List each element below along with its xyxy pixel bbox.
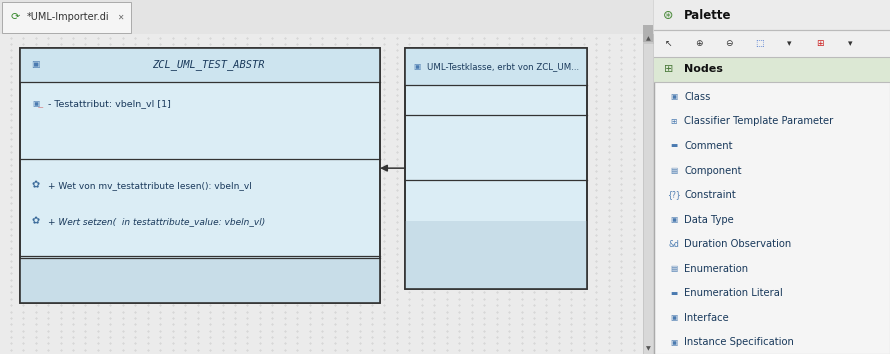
Text: ✿: ✿ [31,217,40,227]
Text: UML-Testklasse, erbt von ZCL_UM...: UML-Testklasse, erbt von ZCL_UM... [427,62,579,71]
Text: Data Type: Data Type [684,215,734,225]
Text: ▣: ▣ [670,92,677,101]
Text: ⊞: ⊞ [816,39,823,48]
Text: ZCL_UML_TEST_ABSTR: ZCL_UML_TEST_ABSTR [152,59,265,70]
Text: ▬: ▬ [670,142,677,150]
Text: ⟳: ⟳ [11,12,20,22]
FancyBboxPatch shape [654,30,890,57]
FancyBboxPatch shape [643,34,654,44]
FancyBboxPatch shape [654,57,890,82]
Text: ▾: ▾ [787,39,792,48]
Text: ▼: ▼ [646,346,651,351]
Text: *UML-Importer.di: *UML-Importer.di [27,12,109,22]
Text: ▣: ▣ [414,62,421,71]
FancyBboxPatch shape [20,48,380,303]
Text: &d: &d [668,240,679,249]
Text: ▲: ▲ [646,36,651,41]
FancyBboxPatch shape [654,0,890,354]
Text: ▣: ▣ [670,313,677,322]
FancyBboxPatch shape [643,25,653,42]
Text: —: — [38,105,44,110]
Text: + Wet von mv_testattribute lesen(): vbeln_vl: + Wet von mv_testattribute lesen(): vbel… [48,181,252,190]
Text: ✕: ✕ [117,12,124,21]
Text: ⊞: ⊞ [670,117,677,126]
FancyBboxPatch shape [20,48,380,82]
Text: - Testattribut: vbeln_vl [1]: - Testattribut: vbeln_vl [1] [48,99,171,108]
Text: Interface: Interface [684,313,729,323]
Text: Constraint: Constraint [684,190,736,200]
FancyBboxPatch shape [20,258,380,303]
Text: ▬: ▬ [670,289,677,298]
Text: ⬚: ⬚ [755,39,764,48]
Text: ↖: ↖ [665,39,672,48]
Text: Instance Specification: Instance Specification [684,337,794,347]
Text: ⊖: ⊖ [725,39,732,48]
FancyBboxPatch shape [654,0,890,30]
FancyBboxPatch shape [2,2,131,33]
Text: ⊕: ⊕ [695,39,702,48]
Text: ⊞: ⊞ [664,64,673,74]
Text: Nodes: Nodes [684,64,723,74]
Text: ✿: ✿ [31,181,40,191]
FancyBboxPatch shape [405,48,587,85]
Text: ▤: ▤ [670,166,677,175]
FancyBboxPatch shape [405,48,587,289]
Text: ▣: ▣ [670,338,677,347]
Text: Enumeration: Enumeration [684,264,748,274]
FancyBboxPatch shape [0,0,654,34]
Text: Enumeration Literal: Enumeration Literal [684,288,783,298]
Text: + Wert setzen(  in testattribute_value: vbeln_vl): + Wert setzen( in testattribute_value: v… [48,217,265,226]
FancyBboxPatch shape [0,34,643,354]
FancyBboxPatch shape [405,221,587,289]
Text: ⊛: ⊛ [663,8,674,22]
Text: ▣: ▣ [32,99,39,108]
Text: Duration Observation: Duration Observation [684,239,792,249]
Text: Classifier Template Parameter: Classifier Template Parameter [684,116,834,126]
Text: ▤: ▤ [670,264,677,273]
FancyBboxPatch shape [643,34,654,354]
Text: {?}: {?} [667,190,681,200]
Text: Component: Component [684,166,742,176]
Text: Comment: Comment [684,141,732,151]
Text: ▣: ▣ [670,215,677,224]
Text: Class: Class [684,92,711,102]
Text: Palette: Palette [684,8,731,22]
Text: ▣: ▣ [31,61,40,69]
Text: ▾: ▾ [847,39,853,48]
